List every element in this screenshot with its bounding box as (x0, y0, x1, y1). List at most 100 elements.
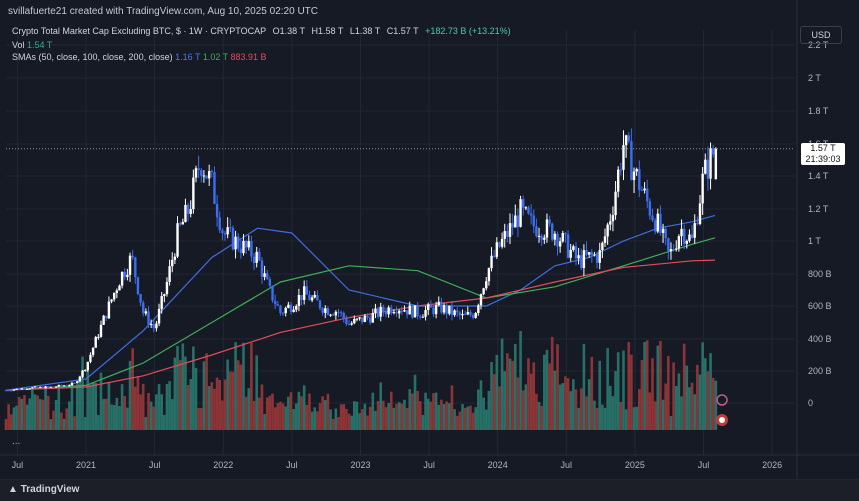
candle-body (424, 310, 427, 317)
volume-bar (28, 398, 32, 430)
x-tick-label: Jul (149, 460, 161, 470)
candle-body (606, 224, 609, 237)
currency-button[interactable]: USD (800, 26, 842, 44)
candle-body (28, 388, 31, 390)
candle-body (456, 310, 459, 313)
candle-body (334, 311, 338, 316)
candle-body (99, 324, 103, 337)
volume-bar (598, 360, 602, 430)
volume-bar (91, 382, 95, 430)
volume-bar (471, 412, 475, 430)
volume-bar (458, 411, 462, 430)
tradingview-logo[interactable]: ▲ TradingView (8, 484, 79, 495)
volume-bar (643, 341, 646, 430)
volume-bar (99, 372, 103, 430)
candle-body (611, 215, 615, 222)
candle-body (685, 240, 689, 244)
volume-bar (326, 393, 330, 430)
candle-body (490, 255, 493, 269)
candle-body (485, 281, 488, 289)
candle-body (371, 313, 374, 323)
candle-body (78, 376, 82, 382)
candle-body (134, 257, 137, 278)
volume-bar (81, 356, 84, 430)
candle-body (514, 215, 517, 228)
volume-bar (347, 413, 351, 430)
open-value: O1.38 T (272, 26, 305, 36)
candle-body (532, 215, 535, 227)
volume-bar (616, 352, 620, 430)
candle-body (403, 310, 406, 312)
candle-body (651, 215, 654, 221)
candle-body (186, 204, 190, 214)
volume-bar (400, 403, 404, 430)
y-tick-label: 200 B (808, 366, 832, 376)
volume-bar (648, 392, 652, 430)
volume-bar (302, 385, 306, 430)
volume-bar (46, 395, 50, 430)
candle-body (384, 312, 388, 315)
volume-bar (587, 379, 591, 430)
more-menu[interactable]: ... (12, 436, 21, 447)
volume-bar (524, 384, 528, 430)
candle-body (635, 168, 638, 172)
volume-bar (334, 408, 338, 430)
volume-bar (667, 356, 670, 430)
volume-bar (271, 393, 274, 430)
candle-body (144, 311, 148, 314)
candle-body (329, 314, 332, 316)
volume-value: 1.54 T (27, 40, 53, 50)
volume-bar (469, 405, 472, 430)
candle-body (682, 228, 686, 244)
volume-bar (292, 408, 295, 430)
volume-bar (606, 348, 609, 430)
candle-body (20, 388, 24, 390)
candle-body (471, 314, 475, 318)
candle-body (419, 316, 422, 318)
volume-bar (149, 401, 153, 430)
candle-body (693, 223, 696, 238)
volume-bar (601, 404, 604, 430)
lightning-event-icon[interactable] (716, 394, 728, 406)
candle-body (553, 233, 557, 240)
volume-bar (221, 400, 224, 430)
candle-body (237, 236, 240, 249)
volume-bar (566, 378, 570, 430)
volume-bar (408, 389, 412, 430)
candle-body (500, 238, 504, 247)
volume-bar (711, 377, 715, 430)
candle-body (522, 199, 525, 208)
volume-bar (65, 408, 68, 430)
candle-body (506, 231, 509, 237)
candle-body (622, 145, 625, 170)
candle-body (300, 295, 303, 300)
volume-bar (310, 411, 314, 430)
candle-body (535, 226, 538, 237)
candle-body (548, 219, 551, 224)
candle-body (260, 260, 264, 277)
volume-bar (382, 400, 385, 430)
volume-bar (157, 384, 161, 430)
candle-body (630, 141, 633, 181)
volume-bar (247, 388, 251, 430)
y-tick-label: 0 (808, 398, 813, 408)
volume-bar (453, 409, 456, 430)
volume-bar (126, 407, 129, 430)
candle-body (355, 318, 359, 320)
volume-bar (329, 409, 332, 430)
volume-bar (556, 344, 559, 430)
candle-body (10, 390, 13, 392)
volume-bar (484, 409, 488, 430)
volume-bar (355, 401, 359, 430)
volume-bar (506, 353, 509, 430)
y-tick-label: 400 B (808, 334, 832, 344)
candle-body (706, 159, 710, 179)
volume-bar (54, 399, 58, 430)
candle-body (192, 177, 195, 210)
candle-body (669, 249, 673, 252)
sma200-value: 883.91 B (230, 52, 267, 62)
volume-bar (170, 399, 174, 430)
candle-body (503, 231, 506, 239)
candle-body (569, 249, 572, 258)
